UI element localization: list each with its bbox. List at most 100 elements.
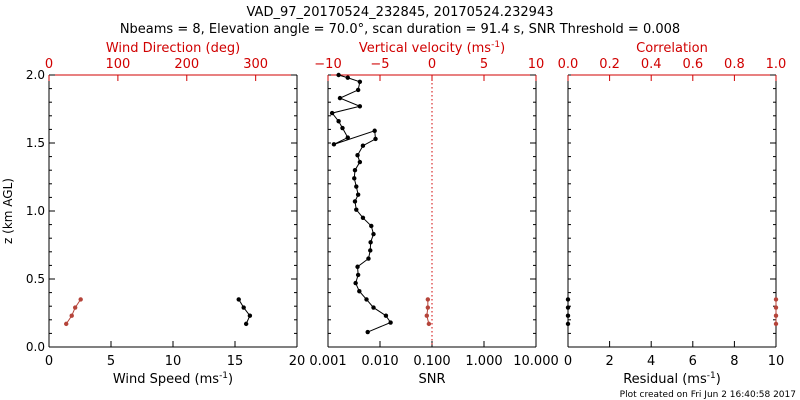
series-line [426,299,430,325]
data-point [64,321,69,327]
x-axis-label-bottom: Residual (ms-1) [623,371,721,387]
x-tick-label-bottom: 6 [689,354,697,369]
x-axis-label-bottom: SNR [418,372,445,387]
x-tick-label-top: 5 [480,57,488,72]
x-axis-label-bottom-exp: -1 [219,371,228,381]
footer-text: Plot created on Fri Jun 2 16:40:58 2017 [620,390,796,400]
data-point [340,125,345,131]
data-point [352,199,358,204]
data-point [336,119,341,124]
data-point [565,321,571,327]
x-axis-label-top-exp: -1 [491,40,500,50]
x-tick-label-bottom: 2 [605,354,613,369]
data-point [365,329,370,335]
data-point [773,305,779,310]
data-point [355,87,361,93]
y-axis-label: z (km AGL) [1,178,15,244]
data-point [388,320,393,325]
data-point [366,256,371,261]
data-point [424,313,429,318]
data-point [773,313,779,318]
data-point [364,297,369,302]
data-point [357,289,362,294]
x-axis-label-bottom-pre: Wind Speed (ms [113,372,219,387]
x-tick-label-top: 100 [105,57,130,72]
data-point [369,223,374,229]
x-tick-label-top: 300 [243,57,268,72]
x-tick-label-bottom: 0 [45,354,53,369]
x-axis-label-top-pre: Vertical velocity (ms [359,41,491,56]
x-tick-label-top: 0 [45,57,53,72]
x-tick-label-top: 1.0 [766,57,787,72]
x-axis-label-bottom-post: ) [716,372,721,387]
data-point [331,142,337,147]
x-tick-label-top: 10 [528,57,545,72]
y-tick-label: 0.0 [26,340,45,354]
series-line [331,74,392,333]
data-point [565,297,571,302]
x-axis-label-bottom: Wind Speed (ms-1) [113,371,233,387]
data-point [368,248,373,253]
x-tick-label-bottom: 0.010 [361,354,398,369]
data-point [355,192,361,197]
y-tick-label: 0.5 [26,272,45,286]
data-point [72,305,78,310]
data-point [78,297,83,302]
data-point [243,321,249,327]
data-point [352,168,358,173]
data-point [329,110,335,116]
figure-title: VAD_97_20170524_232845, 20170524.232943 [247,5,554,20]
data-point [236,297,241,302]
x-tick-label-bottom: 4 [647,354,655,369]
x-tick-label-bottom: 5 [107,354,115,369]
y-tick-label: 1.5 [26,136,45,150]
data-point [368,240,373,245]
panel-3: 0 2 4 6 8 10 0.0 0.2 0.4 0.6 0.8 1.0 Correlation [558,41,787,369]
data-point [357,79,363,85]
data-point [247,313,253,318]
data-point [373,136,378,142]
figure-subtitle: Nbeams = 8, Elevation angle = 70.0°, sca… [120,22,680,37]
x-tick-label-top: 0.0 [558,57,579,72]
y-tick-label: 1.0 [26,204,45,218]
data-point [345,75,350,80]
data-point [372,128,377,133]
series-line [238,299,251,325]
x-tick-label-top: 0.6 [682,57,703,72]
panel-2: 0.001 0.010 0.100 1.000 10.000 −10 −5 0 5 10 SNR [309,57,558,387]
data-point [336,72,341,78]
x-axis-label-top: Correlation [636,41,708,56]
x-axis-label-top: Vertical velocity (ms-1) [359,40,505,56]
data-point [355,264,360,269]
x-tick-label-bottom: 15 [227,354,244,369]
data-point [355,153,360,158]
x-axis-label-bottom-exp: -1 [707,371,716,381]
x-tick-label-bottom: 10 [768,354,785,369]
data-point [357,104,363,109]
x-tick-label-bottom: 0.001 [309,354,346,369]
x-axis-label-top-post: ) [500,41,505,56]
x-tick-label-bottom: 0.100 [413,354,450,369]
x-tick-label-top: 0.8 [724,57,745,72]
x-tick-label-bottom: 10 [165,354,182,369]
x-tick-label-bottom: 8 [730,354,738,369]
data-point [371,305,376,310]
x-axis-label-top: Wind Direction (deg) [106,41,240,56]
data-point [354,207,359,212]
data-point [353,280,358,286]
data-point [425,305,431,310]
x-tick-label-top: 0.2 [599,57,620,72]
x-tick-label-bottom: 0 [564,354,572,369]
data-point [357,159,363,165]
data-point [69,313,74,318]
data-point [352,176,357,181]
x-tick-label-top: 200 [174,57,199,72]
data-point [773,297,779,302]
x-tick-label-bottom: 20 [289,354,306,369]
x-tick-label-top: 0.4 [641,57,662,72]
data-point [371,231,376,237]
x-tick-label-top: 0 [428,57,436,72]
